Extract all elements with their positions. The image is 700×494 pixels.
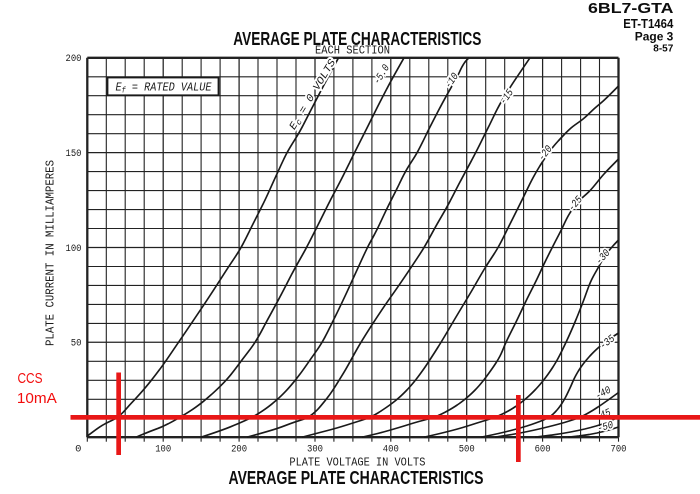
svg-text:200: 200 (231, 443, 247, 455)
svg-text:50: 50 (71, 338, 82, 350)
svg-text:Ef = RATED VALUE: Ef = RATED VALUE (116, 81, 213, 96)
svg-text:EACH SECTION: EACH SECTION (315, 43, 390, 57)
svg-text:400: 400 (383, 443, 399, 455)
svg-text:500: 500 (459, 443, 475, 455)
svg-text:300: 300 (307, 443, 323, 455)
svg-text:100: 100 (66, 243, 82, 255)
svg-text:100: 100 (155, 443, 171, 455)
svg-text:600: 600 (535, 443, 551, 455)
svg-text:150: 150 (66, 148, 82, 160)
svg-text:CCS: CCS (18, 370, 43, 387)
svg-text:200: 200 (66, 53, 82, 65)
svg-text:700: 700 (611, 443, 627, 455)
svg-text:AVERAGE PLATE CHARACTERISTICS: AVERAGE PLATE CHARACTERISTICS (229, 468, 484, 488)
svg-text:10mA: 10mA (17, 390, 57, 407)
svg-text:PLATE CURRENT IN MILLIAMPERES: PLATE CURRENT IN MILLIAMPERES (44, 160, 58, 346)
svg-text:6BL7-GTA: 6BL7-GTA (588, 0, 674, 17)
svg-text:8-57: 8-57 (653, 42, 673, 54)
svg-text:0: 0 (75, 443, 81, 455)
